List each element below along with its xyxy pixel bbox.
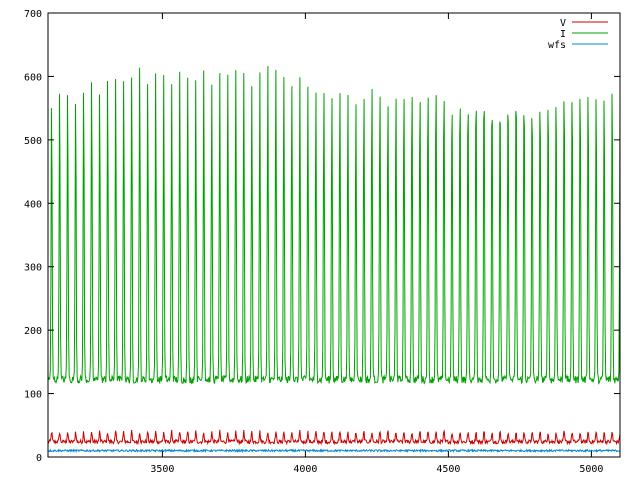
ticks-layer: 0 100 200 300 400 500 600 700 3500 4000 4500 5000 bbox=[24, 9, 620, 475]
series-line-I bbox=[47, 66, 621, 385]
x-tick-label: 4500 bbox=[436, 464, 460, 475]
y-tick-label: 200 bbox=[24, 326, 42, 337]
x-tick-label: 5000 bbox=[579, 464, 603, 475]
plot-frame bbox=[47, 12, 621, 458]
y-tick-label: 0 bbox=[36, 453, 42, 464]
legend-label-V: V bbox=[560, 18, 566, 29]
legend-label-I: I bbox=[560, 29, 566, 40]
x-tick-label: 3500 bbox=[150, 464, 174, 475]
x-tick-label: 4000 bbox=[293, 464, 317, 475]
y-tick-label: 300 bbox=[24, 263, 42, 274]
series-line-V bbox=[47, 429, 621, 446]
y-tick-label: 400 bbox=[24, 199, 42, 210]
y-tick-label: 100 bbox=[24, 390, 42, 401]
series-layer bbox=[47, 66, 621, 454]
y-tick-label: 700 bbox=[24, 9, 42, 20]
legend-label-wfs: wfs bbox=[548, 40, 566, 51]
y-tick-label: 600 bbox=[24, 72, 42, 83]
y-tick-label: 500 bbox=[24, 136, 42, 147]
series-line-wfs bbox=[47, 448, 621, 454]
